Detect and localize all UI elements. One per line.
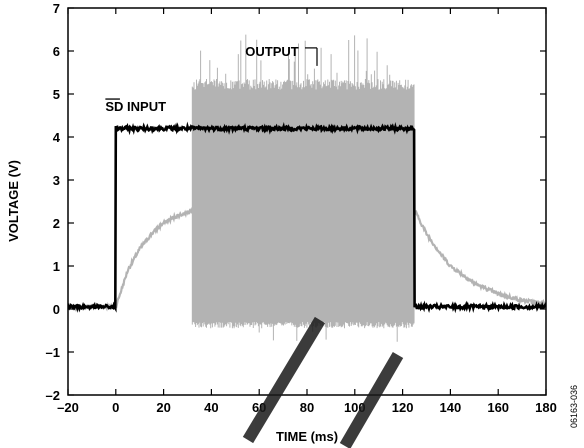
x-tick-label: 140 bbox=[440, 400, 462, 415]
x-tick-label: 0 bbox=[112, 400, 119, 415]
y-tick-label: 1 bbox=[53, 259, 60, 274]
figure-id: 06163-036 bbox=[569, 385, 579, 428]
annotations: OUTPUT SD INPUT bbox=[105, 44, 318, 114]
axis-ticks bbox=[67, 7, 547, 396]
x-axis-title: TIME (ms) bbox=[276, 429, 338, 444]
watermark-decoration bbox=[242, 316, 404, 448]
y-tick-label: 7 bbox=[53, 1, 60, 16]
series-output-spikes bbox=[191, 34, 415, 342]
x-tick-label: 40 bbox=[204, 400, 218, 415]
x-tick-label: 80 bbox=[300, 400, 314, 415]
y-tick-label: –1 bbox=[46, 345, 60, 360]
y-tick-label: 6 bbox=[53, 44, 60, 59]
annotation-sd-input: SD INPUT bbox=[105, 99, 166, 114]
x-tick-label: 180 bbox=[535, 400, 557, 415]
series-sd-input-line bbox=[68, 121, 546, 314]
y-tick-label: 0 bbox=[53, 302, 60, 317]
y-axis-title: VOLTAGE (V) bbox=[6, 160, 21, 242]
y-tick-label: –2 bbox=[46, 388, 60, 403]
series-layer bbox=[68, 34, 546, 342]
y-tick-label: 2 bbox=[53, 216, 60, 231]
y-tick-label: 3 bbox=[53, 173, 60, 188]
annotation-output: OUTPUT bbox=[245, 44, 299, 59]
x-tick-label: 20 bbox=[156, 400, 170, 415]
x-tick-label: 160 bbox=[487, 400, 509, 415]
x-tick-label: 120 bbox=[392, 400, 414, 415]
x-tick-label: –20 bbox=[57, 400, 79, 415]
y-tick-label: 5 bbox=[53, 87, 60, 102]
y-tick-label: 4 bbox=[53, 130, 61, 145]
